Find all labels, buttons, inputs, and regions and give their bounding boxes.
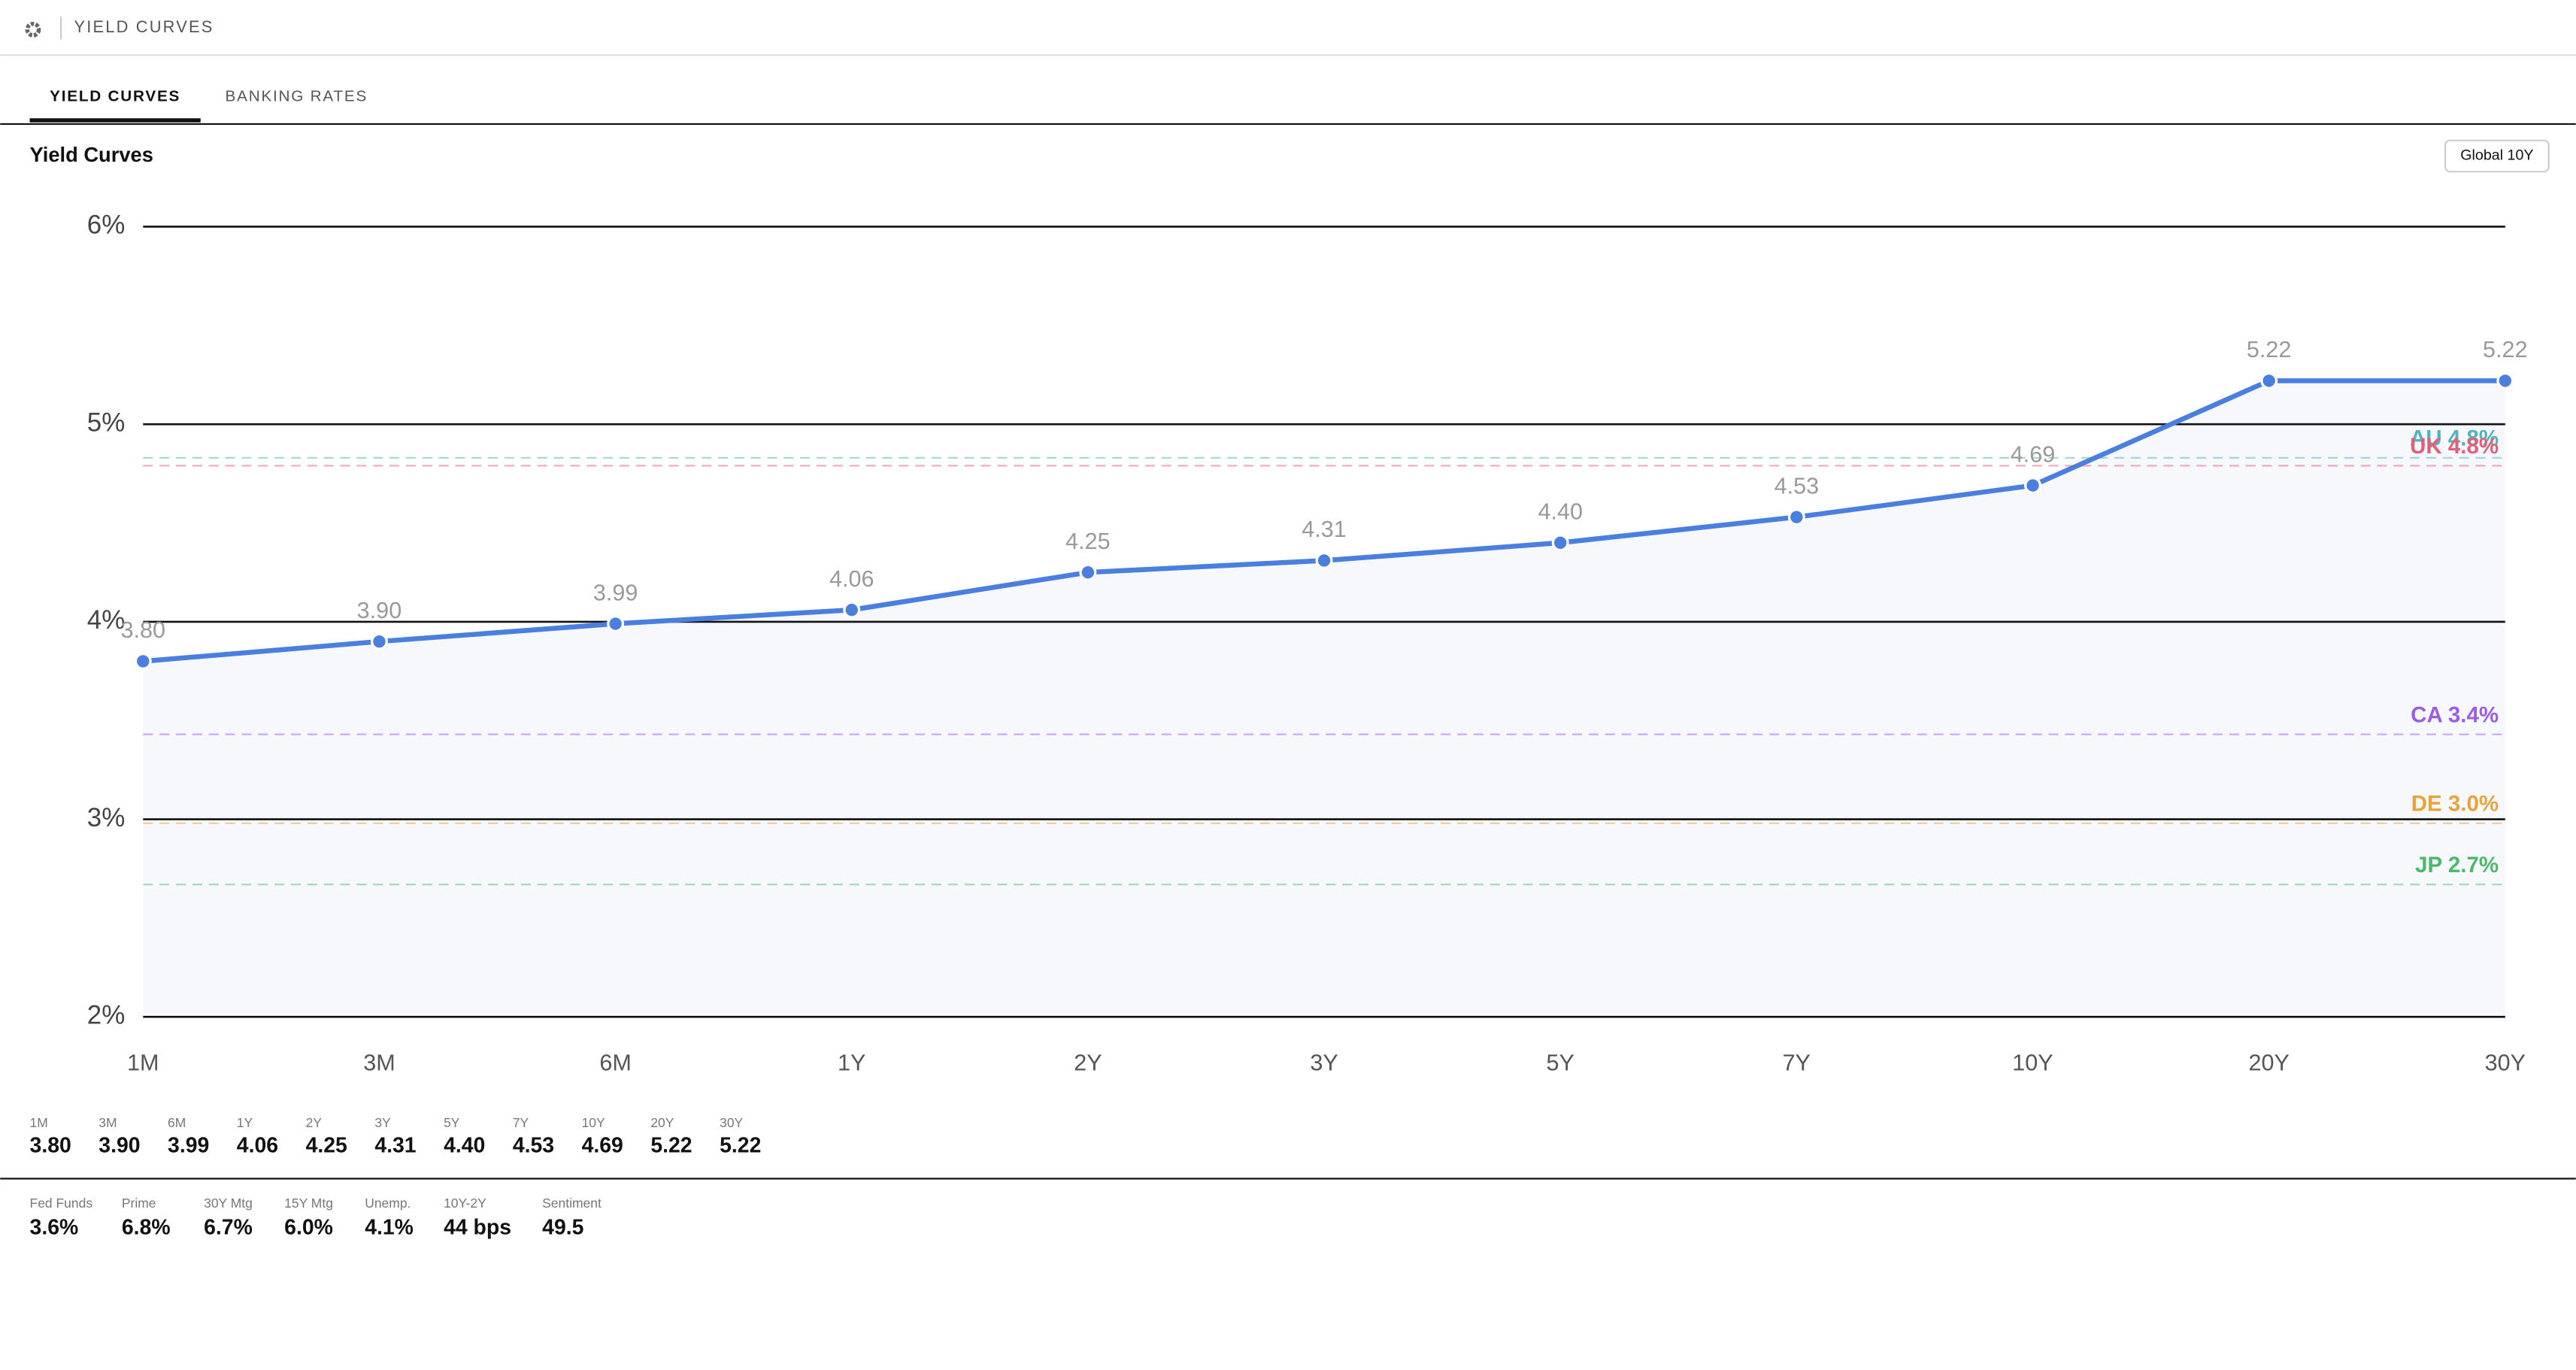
value-label: 4.53 — [1774, 473, 1820, 499]
x-tick-label: 30Y — [2485, 1050, 2526, 1076]
value-label: 3.90 — [357, 598, 402, 623]
value-label: 5.22 — [2483, 337, 2528, 362]
indicator-label: 15Y Mtg — [284, 1196, 333, 1211]
tenor-value: 5.22 — [650, 1133, 692, 1157]
tenor-value: 4.06 — [237, 1133, 278, 1157]
reference-label: UK 4.8% — [2410, 434, 2499, 459]
area-fill — [143, 380, 2505, 1017]
reference-label: AU 4.8% — [2410, 426, 2499, 451]
indicator-value: 4.1% — [365, 1216, 414, 1240]
value-label: 3.99 — [593, 580, 638, 605]
tenor-value: 5.22 — [720, 1133, 761, 1157]
x-tick-label: 20Y — [2248, 1050, 2289, 1076]
value-label: 4.69 — [2011, 441, 2056, 467]
point — [2260, 371, 2278, 389]
button-label[interactable]: Global 10Y — [2460, 147, 2533, 164]
active-tab-underline — [29, 118, 201, 123]
tenor-label: 20Y — [650, 1115, 674, 1130]
reference-label: CA 3.4% — [2411, 702, 2499, 727]
value-label: 5.22 — [2247, 337, 2292, 362]
tab[interactable]: YIELD CURVES — [50, 87, 180, 105]
value-label: 4.06 — [829, 566, 874, 592]
tenor-label: 1M — [30, 1115, 48, 1130]
point — [2024, 477, 2041, 495]
tenor-value: 3.80 — [30, 1133, 71, 1157]
x-tick-label: 1Y — [838, 1050, 865, 1076]
tenor-label: 3M — [98, 1115, 117, 1130]
point — [370, 632, 388, 650]
tenor-label: 7Y — [513, 1115, 529, 1130]
reference-label: DE 3.0% — [2411, 792, 2499, 817]
tenor-label: 30Y — [720, 1115, 743, 1130]
point — [843, 601, 861, 619]
point — [1787, 508, 1805, 526]
tab[interactable]: BANKING RATES — [226, 87, 368, 105]
tenor-label: 1Y — [237, 1115, 253, 1130]
tenor-label: 6M — [168, 1115, 186, 1130]
point — [1315, 551, 1333, 569]
value-label: 4.25 — [1065, 529, 1111, 554]
y-tick-label: 4% — [87, 605, 126, 635]
value-label: 4.31 — [1302, 517, 1347, 542]
tenor-value: 3.90 — [98, 1133, 140, 1157]
tenor-value: 4.25 — [306, 1133, 347, 1157]
x-tick-label: 2Y — [1074, 1050, 1102, 1076]
indicator-label: 10Y-2Y — [444, 1196, 486, 1211]
x-tick-label: 10Y — [2012, 1050, 2053, 1076]
tenor-label: 2Y — [306, 1115, 323, 1130]
settings-icon[interactable] — [25, 21, 41, 38]
tenor-value: 4.31 — [374, 1133, 416, 1157]
indicator-value: 6.7% — [204, 1216, 253, 1240]
indicator-label: Prime — [122, 1196, 156, 1211]
x-tick-label: 7Y — [1783, 1050, 1811, 1076]
indicator-value: 44 bps — [444, 1216, 511, 1240]
point — [1551, 534, 1569, 552]
y-tick-label: 6% — [87, 211, 126, 240]
y-tick-label: 2% — [87, 1001, 126, 1030]
x-tick-label: 5Y — [1547, 1050, 1574, 1076]
indicator-label: Sentiment — [542, 1196, 602, 1211]
indicator-value: 6.0% — [284, 1216, 333, 1240]
tenor-value: 3.99 — [168, 1133, 209, 1157]
x-tick-label: 6M — [599, 1050, 631, 1076]
indicator-value: 3.6% — [30, 1216, 79, 1240]
indicator-label: Unemp. — [365, 1196, 411, 1211]
point — [607, 615, 625, 632]
value-label: 3.80 — [121, 617, 166, 643]
value-label: 4.40 — [1538, 499, 1583, 525]
tenor-value: 4.69 — [582, 1133, 623, 1157]
indicator-value: 6.8% — [122, 1216, 171, 1240]
indicator-label: 30Y Mtg — [204, 1196, 253, 1211]
x-tick-label: 1M — [127, 1050, 159, 1076]
tenor-label: 5Y — [444, 1115, 460, 1130]
y-tick-label: 5% — [87, 408, 126, 437]
panel-title: Yield Curves — [30, 143, 153, 166]
point — [134, 652, 152, 670]
point — [2496, 371, 2514, 389]
indicator-value: 49.5 — [542, 1216, 583, 1240]
button[interactable] — [2444, 139, 2550, 173]
y-tick-label: 3% — [87, 803, 126, 832]
tenor-value: 4.40 — [444, 1133, 485, 1157]
point — [1079, 563, 1097, 581]
x-tick-label: 3M — [363, 1050, 395, 1076]
indicator-label: Fed Funds — [30, 1196, 93, 1211]
chart: 2% 3% 4% 5% 6% AU 4.8%UK 4.8% CA 3.4% DE 3.0% JP… — [87, 211, 2528, 1076]
reference-label: JP 2.7% — [2415, 853, 2499, 877]
header-title: YIELD CURVES — [74, 17, 214, 36]
x-tick-label: 3Y — [1310, 1050, 1338, 1076]
tenor-label: 3Y — [374, 1115, 391, 1130]
tenor-label: 10Y — [582, 1115, 605, 1130]
tenor-value: 4.53 — [513, 1133, 554, 1157]
